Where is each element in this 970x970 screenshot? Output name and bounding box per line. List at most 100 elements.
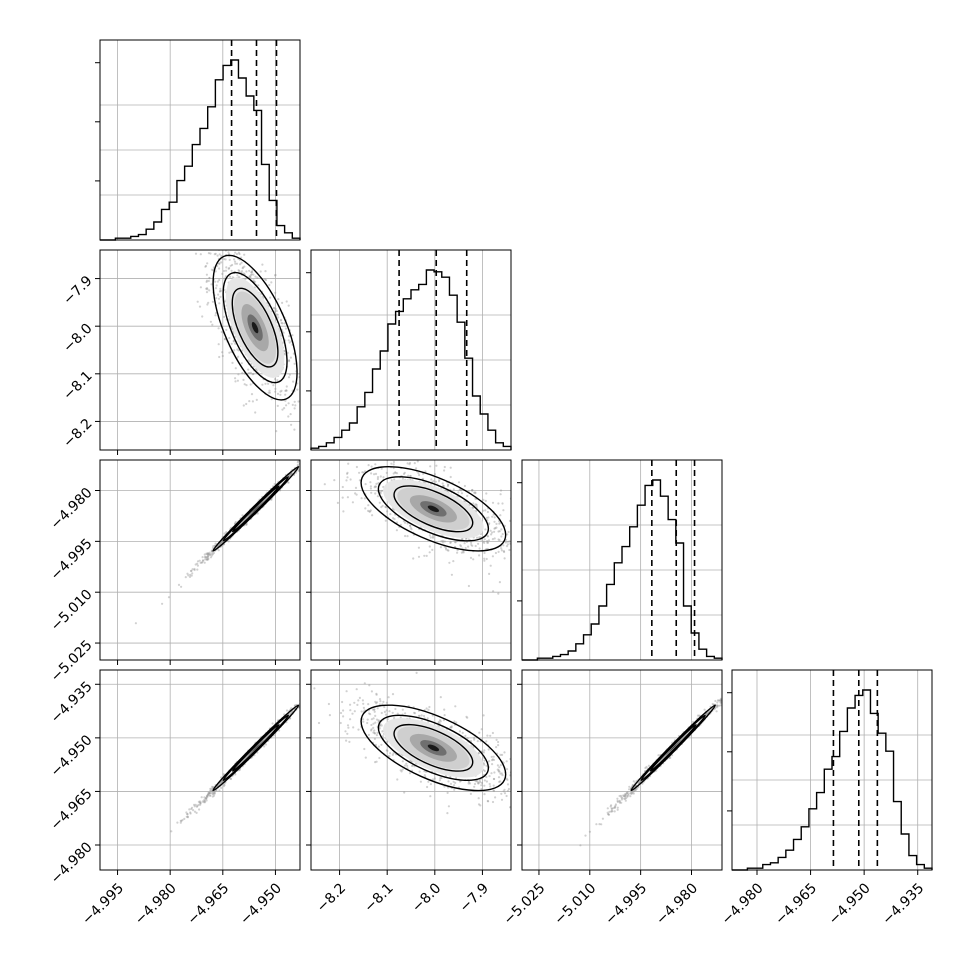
scatter-point [291,334,294,337]
scatter-point [196,562,199,565]
scatter-point [302,462,304,464]
scatter-point [614,804,617,808]
scatter-point [483,763,486,766]
scatter-point [232,340,236,343]
scatter-point [530,797,532,799]
scatter-point [386,749,389,753]
scatter-point [488,782,491,786]
scatter-point [196,560,200,563]
scatter-point [354,486,358,489]
scatter-point [405,762,408,765]
scatter-point [180,819,183,823]
scatter-point [392,517,395,520]
scatter-point [285,300,288,303]
scatter-point [384,713,388,716]
scatter-point [212,545,215,548]
scatter-point [613,828,615,830]
scatter-point [205,796,208,799]
scatter-point [203,553,206,556]
scatter-point [189,569,193,573]
scatter-point [389,513,392,516]
density-contour [377,714,490,782]
scatter-point [378,501,381,504]
scatter-point [518,572,520,574]
scatter-point [219,290,222,293]
scatter-point [167,596,171,599]
scatter-point [507,787,510,791]
scatter-point [453,788,456,791]
scatter-point [423,554,426,557]
scatter-point [441,482,444,485]
scatter-point [428,545,431,548]
scatter-point [312,451,314,453]
scatter-point [194,252,198,255]
scatter-point [483,793,486,796]
scatter-point [317,417,319,419]
scatter-point [409,526,412,529]
scatter-point [186,813,189,816]
scatter-point [501,774,504,777]
scatter-point [287,339,290,342]
scatter-point [483,551,486,555]
scatter-point [482,540,485,543]
scatter-point [406,764,409,768]
scatter-point [193,803,196,807]
scatter-point [202,559,205,562]
density-contour [212,466,300,552]
scatter-point [218,278,221,282]
scatter-point [188,235,190,237]
scatter-point [719,700,722,703]
scatter-point [288,341,291,344]
scatter-point [380,467,383,470]
scatter-point [540,792,542,794]
scatter-point [345,690,348,693]
scatter-point [498,539,501,542]
density-contour [360,466,507,552]
scatter-point [220,330,223,334]
scatter-panel-1-2 [306,452,520,665]
scatter-point [454,781,457,785]
scatter-point [205,279,209,282]
scatter-point [204,225,206,227]
scatter-point [499,753,502,757]
scatter-point [194,563,197,566]
scatter-point [313,452,315,454]
scatter-point [285,389,288,392]
scatter-point [209,556,213,559]
scatter-point [568,800,570,802]
scatter-point [394,456,396,458]
scatter-point [485,764,488,767]
scatter-point [213,253,216,256]
scatter-point [249,228,251,230]
scatter-point [499,489,503,492]
scatter-point [416,460,419,463]
scatter-point [370,718,373,721]
scatter-point [400,770,403,773]
scatter-point [493,777,496,781]
scatter-point [441,539,445,542]
scatter-point [204,797,207,800]
scatter-point [346,476,349,479]
scatter-point [234,773,237,776]
scatter-point [390,462,393,465]
scatter-point [302,427,304,429]
scatter-point [223,532,226,535]
scatter-point [386,510,389,513]
scatter-point [403,764,407,767]
scatter-point [249,276,252,279]
scatter-point [195,805,198,808]
scatter-point [449,475,452,479]
scatter-point [237,373,240,376]
scatter-point [369,485,372,488]
scatter-point [250,273,253,276]
scatter-point [244,278,247,281]
scatter-point [551,798,553,800]
scatter-point [485,775,488,779]
scatter-point [207,552,210,556]
scatter-point [495,738,498,742]
scatter-point [449,726,452,729]
scatter-point [500,792,503,795]
scatter-point [273,482,276,486]
scatter-point [225,237,227,239]
scatter-point [462,551,465,554]
